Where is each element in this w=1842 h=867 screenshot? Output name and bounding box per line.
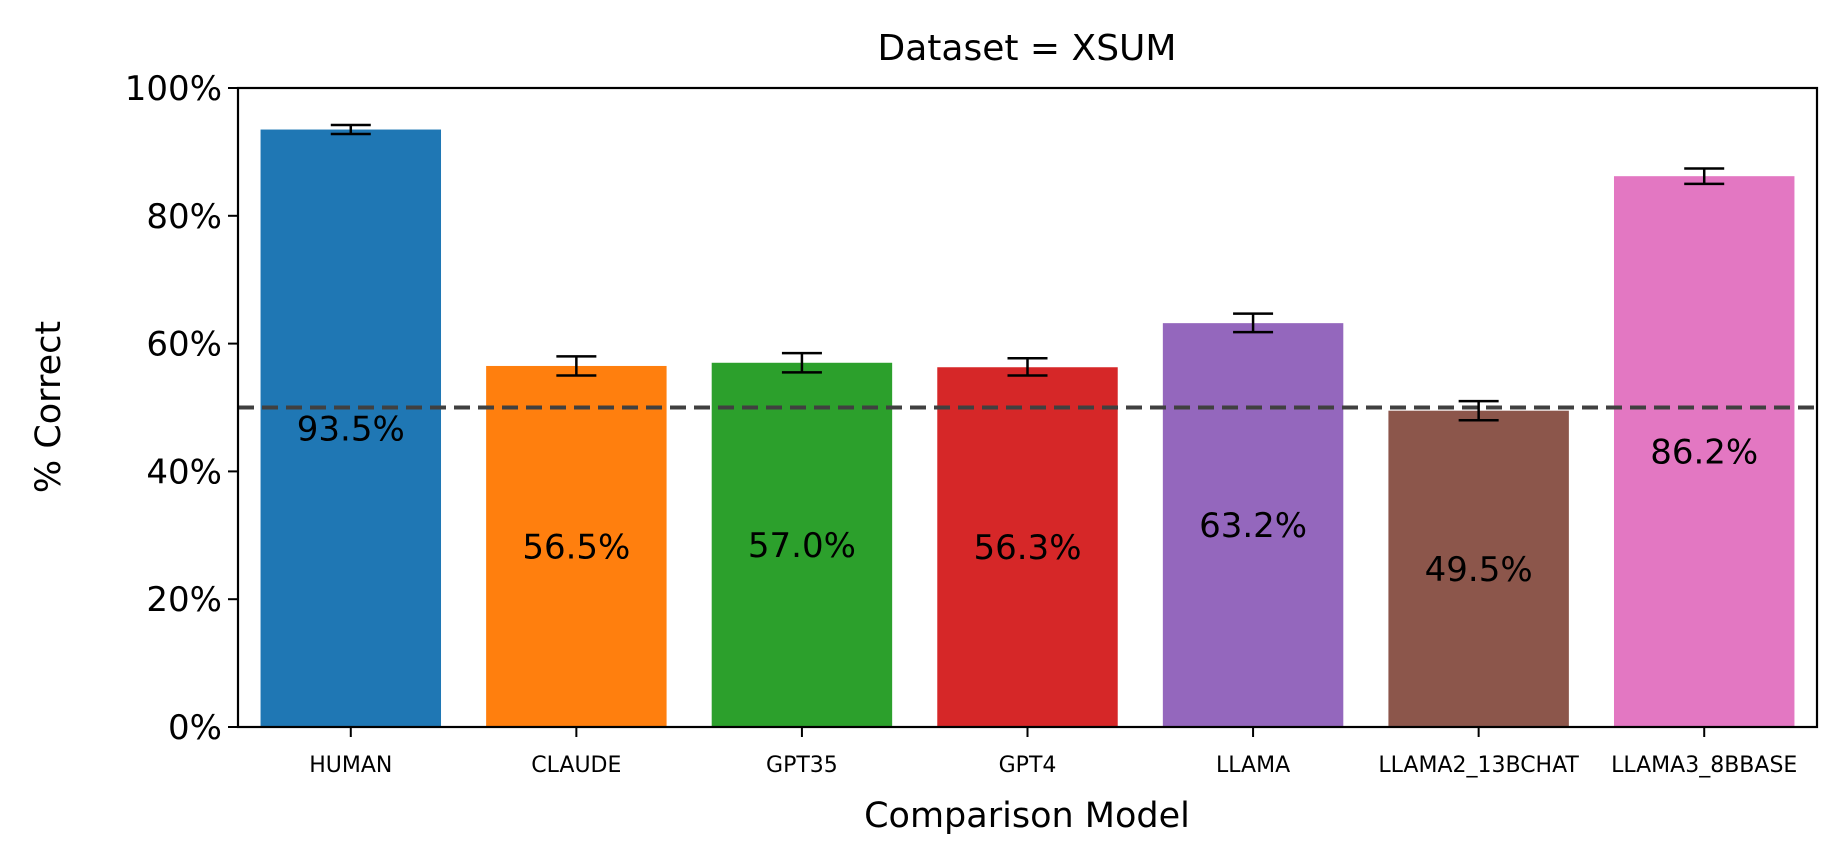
bar xyxy=(1162,323,1344,727)
y-tick-label: 20% xyxy=(146,580,222,620)
bar xyxy=(486,365,667,727)
y-tick-label: 100% xyxy=(125,69,222,109)
y-tick-label: 80% xyxy=(146,197,222,237)
bar-value-label: 93.5% xyxy=(297,409,405,449)
y-tick-label: 0% xyxy=(168,708,222,748)
x-tick-label: CLAUDE xyxy=(531,753,621,778)
bar-value-label: 56.5% xyxy=(522,527,630,567)
x-tick-label: LLAMA3_8BBASE xyxy=(1611,753,1797,778)
bar xyxy=(711,362,893,727)
bar xyxy=(1388,410,1569,727)
y-tick-label: 40% xyxy=(146,452,222,492)
y-axis-ticks: 0% 20% 40% 60% 80% 100% xyxy=(125,69,238,748)
bar xyxy=(1613,176,1795,727)
error-bars-group xyxy=(330,123,1725,422)
y-tick-label: 60% xyxy=(146,325,222,365)
x-tick-label: HUMAN xyxy=(309,753,392,778)
bar-value-label: 49.5% xyxy=(1425,550,1533,590)
bars-group xyxy=(260,129,1795,727)
bar-value-label: 63.2% xyxy=(1199,506,1307,546)
bar-value-label: 86.2% xyxy=(1650,433,1758,473)
x-axis-ticks: HUMAN CLAUDE GPT35 GPT4 LLAMA LLAMA2_13BCHAT L… xyxy=(309,727,1797,778)
value-labels-group: 93.5% 56.5% 57.0% 56.3% 63.2% 49.5% 86.2% xyxy=(297,409,1758,590)
bar-value-label: 56.3% xyxy=(973,528,1081,568)
bar xyxy=(937,367,1118,727)
bar xyxy=(260,129,442,727)
bar-value-label: 57.0% xyxy=(748,526,856,566)
x-tick-label: GPT35 xyxy=(766,753,838,778)
x-axis-label: Comparison Model xyxy=(864,796,1190,836)
x-tick-label: LLAMA xyxy=(1216,753,1290,778)
y-axis-label: % Correct xyxy=(29,321,69,493)
x-tick-label: GPT4 xyxy=(999,753,1057,778)
chart-title: Dataset = XSUM xyxy=(878,28,1177,69)
x-tick-label: LLAMA2_13BCHAT xyxy=(1378,753,1579,778)
